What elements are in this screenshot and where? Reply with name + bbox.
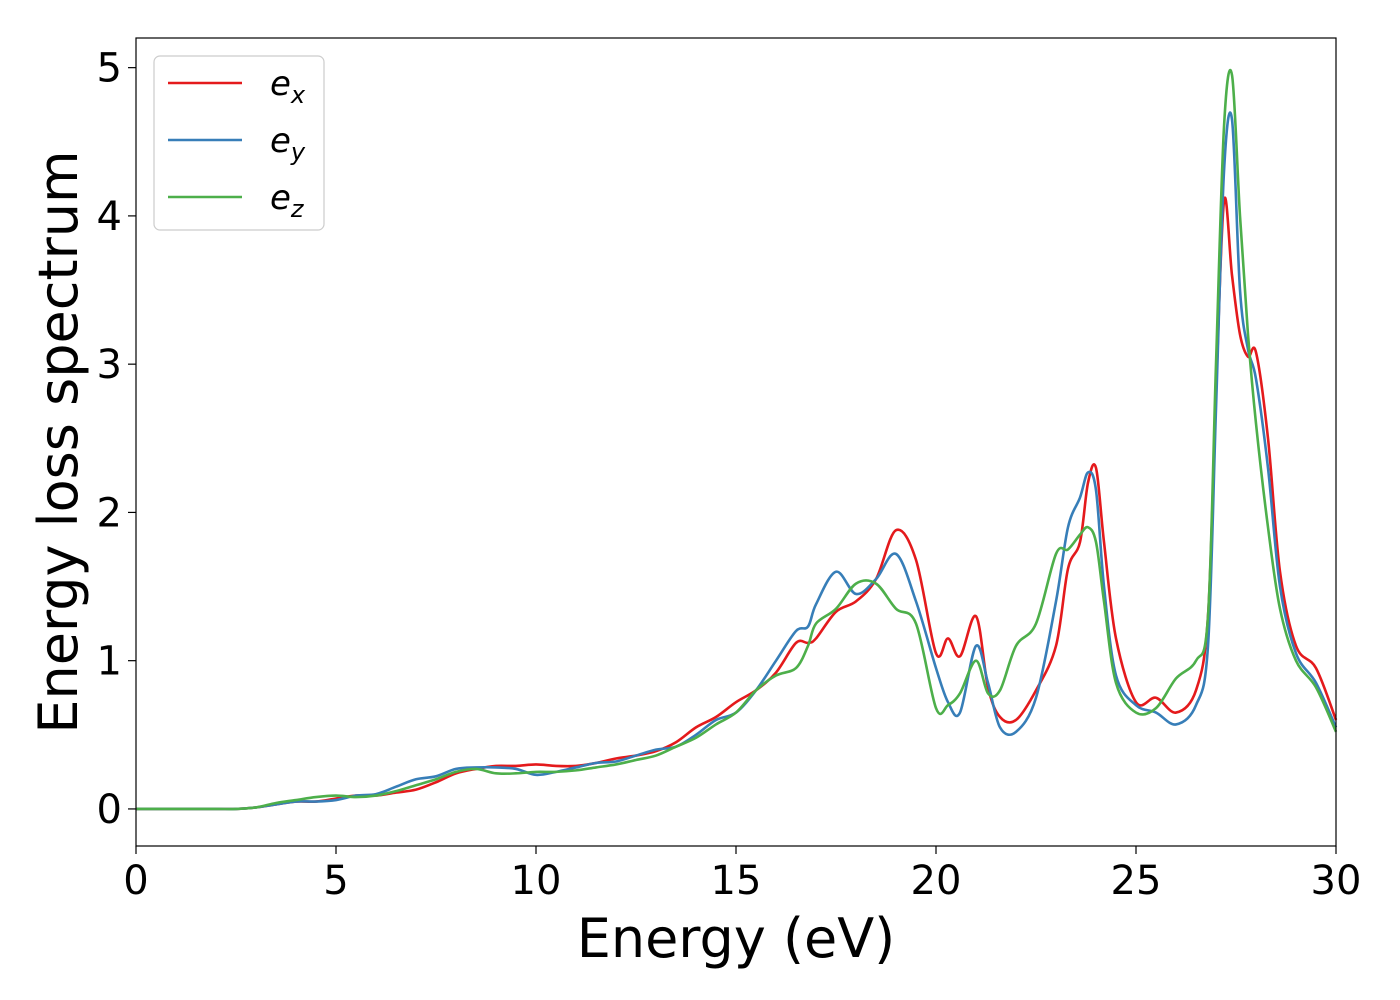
y-tick-label: 0 [97, 787, 122, 833]
x-tick-label: 30 [1311, 858, 1362, 904]
y-tick-label: 2 [97, 490, 122, 536]
y-axis-title: Energy loss spectrum [27, 150, 90, 733]
legend: ex ey ez [153, 55, 325, 231]
y-axis-ticks: 0 1 2 3 4 5 [97, 46, 136, 833]
y-tick-label: 1 [97, 639, 122, 685]
x-tick-label: 25 [1111, 858, 1162, 904]
y-tick-label: 5 [97, 46, 122, 92]
x-axis-ticks: 0 5 10 15 20 25 30 [123, 846, 1361, 904]
x-tick-label: 10 [511, 858, 562, 904]
x-tick-label: 20 [911, 858, 962, 904]
y-tick-label: 3 [97, 342, 122, 388]
legend-label-ex: ex [270, 64, 306, 109]
legend-box [153, 55, 325, 231]
series-layer [136, 68, 1338, 811]
legend-label-ez: ez [270, 178, 305, 223]
legend-label-ey: ey [270, 121, 306, 166]
series-line-ez [136, 68, 1338, 811]
y-tick-label: 4 [97, 194, 122, 240]
x-tick-label: 0 [123, 858, 148, 904]
series-line-ey [136, 111, 1338, 811]
x-axis-title: Energy (eV) [577, 907, 896, 970]
x-tick-label: 5 [323, 858, 348, 904]
x-tick-label: 15 [711, 858, 762, 904]
